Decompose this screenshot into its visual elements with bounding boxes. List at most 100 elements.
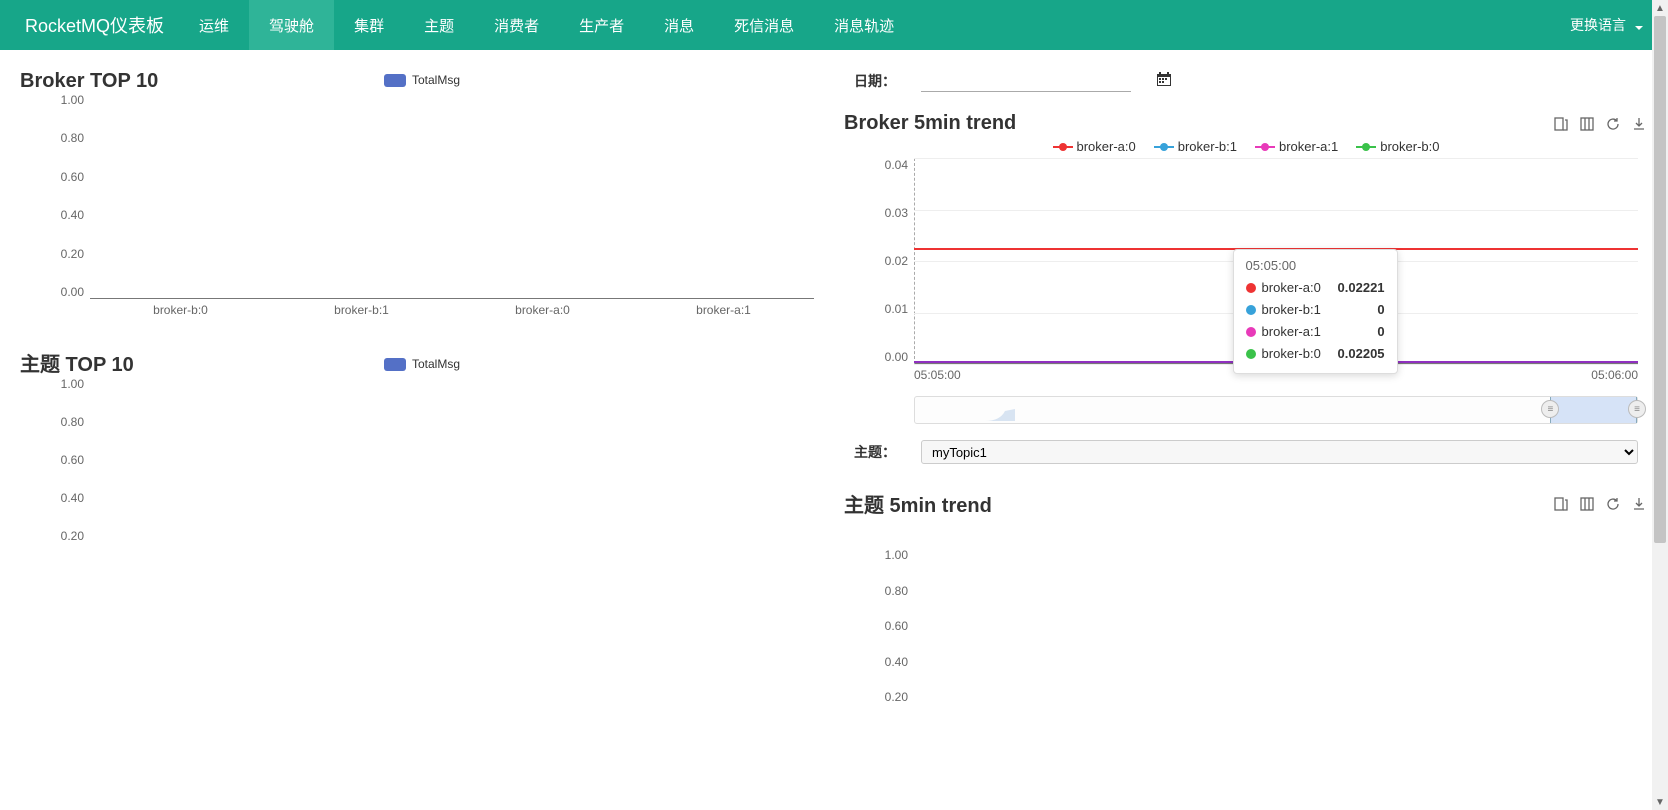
tick-label: 1.00 <box>20 377 84 391</box>
zoom-icon[interactable] <box>1552 115 1570 133</box>
broker-trend-legend: broker-a:0 broker-b:1 broker-a:1 broker-b:0 <box>844 139 1648 154</box>
refresh-icon[interactable] <box>1604 495 1622 513</box>
calendar-icon[interactable] <box>1156 71 1172 92</box>
nav-item-7[interactable]: 死信消息 <box>714 0 814 50</box>
scroll-up-arrow[interactable]: ▲ <box>1652 0 1668 16</box>
zoom-reset-icon[interactable] <box>1578 495 1596 513</box>
left-column: Broker TOP 10 TotalMsg 1.000.800.600.400… <box>20 70 824 753</box>
topic-top10-title-text: 主题 TOP 10 <box>20 348 134 377</box>
language-label: 更换语言 <box>1570 15 1626 35</box>
legend-swatch <box>384 74 406 87</box>
date-input[interactable] <box>921 70 1131 92</box>
tick-label: 0.40 <box>20 208 84 222</box>
y-axis-ticks: 0.040.030.020.010.00 <box>844 158 908 364</box>
topic-trend-title-text: 主题 5min trend <box>844 489 992 518</box>
tooltip-value: 0.02205 <box>1338 343 1385 365</box>
tick-label: 05:06:00 <box>1591 368 1638 388</box>
tooltip-dot <box>1246 305 1256 315</box>
tick-label: 0.20 <box>844 690 908 704</box>
topic-selector-row: 主题： myTopic1 <box>844 436 1648 464</box>
broker-trend-plot: 0.040.030.020.010.00 05:05:00broker-a:00… <box>844 158 1648 388</box>
tooltip-row: broker-a:10 <box>1246 321 1385 343</box>
legend-marker <box>1255 146 1275 148</box>
scroll-thumb[interactable] <box>1654 16 1666 543</box>
scroll-down-arrow[interactable]: ▼ <box>1652 794 1668 810</box>
y-axis-ticks: 1.000.800.600.400.20 <box>20 377 84 543</box>
legend-text: broker-b:1 <box>1178 139 1237 154</box>
tick-label: 0.80 <box>844 584 908 598</box>
download-icon[interactable] <box>1630 495 1648 513</box>
tick-label: 0.40 <box>844 655 908 669</box>
legend-marker <box>1154 146 1174 148</box>
tooltip-row: broker-a:00.02221 <box>1246 277 1385 299</box>
tooltip-dot <box>1246 349 1256 359</box>
tick-label: 0.60 <box>20 453 84 467</box>
topic-trend-chart: 主题 5min trend 1.00 0.80 0.60 0.40 0.20 <box>844 489 1648 728</box>
legend-text: broker-a:1 <box>1279 139 1338 154</box>
legend-label: TotalMsg <box>412 357 460 371</box>
zoom-reset-icon[interactable] <box>1578 115 1596 133</box>
tick-label: broker-a:0 <box>515 303 570 323</box>
tick-label: 0.80 <box>20 415 84 429</box>
plot-area <box>90 377 814 543</box>
download-icon[interactable] <box>1630 115 1648 133</box>
date-filter-row: 日期： <box>844 70 1648 92</box>
nav-item-0[interactable]: 运维 <box>179 0 249 50</box>
legend-swatch <box>384 358 406 371</box>
tick-label: 0.00 <box>844 350 908 364</box>
tooltip-value: 0 <box>1377 321 1384 343</box>
tooltip-dot <box>1246 283 1256 293</box>
plot-area <box>914 548 1638 704</box>
topic-top10-legend[interactable]: TotalMsg <box>20 357 824 371</box>
topic-top10-plot: 1.000.800.600.400.20 <box>20 377 824 567</box>
chart-title: Broker 5min trend <box>844 112 1648 135</box>
legend-marker <box>1053 146 1073 148</box>
nav-item-8[interactable]: 消息轨迹 <box>814 0 914 50</box>
tick-label: 0.60 <box>844 619 908 633</box>
legend-item[interactable]: broker-a:0 <box>1053 139 1136 154</box>
legend-text: broker-a:0 <box>1077 139 1136 154</box>
tooltip-time: 05:05:00 <box>1246 258 1385 273</box>
nav-item-4[interactable]: 消费者 <box>474 0 559 50</box>
chart-tooltip: 05:05:00 broker-a:00.02221broker-b:1 0brok… <box>1233 249 1398 374</box>
tick-label: 0.80 <box>20 131 84 145</box>
scrollbar[interactable]: ▲ ▼ <box>1652 0 1668 810</box>
right-column: 日期： Broker 5min trend broker-a:0 broker-b… <box>844 70 1648 753</box>
legend-item[interactable]: broker-b:1 <box>1154 139 1237 154</box>
tooltip-value: 0 <box>1377 299 1384 321</box>
tick-label: 1.00 <box>844 548 908 562</box>
topic-trend-plot: 1.00 0.80 0.60 0.40 0.20 <box>844 548 1648 728</box>
legend-item[interactable]: broker-a:1 <box>1255 139 1338 154</box>
nav-item-5[interactable]: 生产者 <box>559 0 644 50</box>
plot-area: 05:05:00 broker-a:00.02221broker-b:1 0brok… <box>914 158 1638 364</box>
topic-label: 主题： <box>854 442 896 462</box>
tick-label: 0.04 <box>844 158 908 172</box>
nav-item-2[interactable]: 集群 <box>334 0 404 50</box>
language-switcher[interactable]: 更换语言 <box>1555 15 1658 35</box>
topic-select[interactable]: myTopic1 <box>921 440 1638 464</box>
brand: RocketMQ仪表板 <box>10 12 179 38</box>
legend-item[interactable]: broker-b:0 <box>1356 139 1439 154</box>
navbar: RocketMQ仪表板 运维驾驶舱集群主题消费者生产者消息死信消息消息轨迹 更换… <box>0 0 1668 50</box>
chart-toolbox <box>1552 495 1648 513</box>
tick-label: broker-b:0 <box>153 303 208 323</box>
refresh-icon[interactable] <box>1604 115 1622 133</box>
chart-title: 主题 5min trend <box>844 489 1648 518</box>
zoom-icon[interactable] <box>1552 495 1570 513</box>
tooltip-row: broker-b:1 0 <box>1246 299 1385 321</box>
tick-label: broker-a:1 <box>696 303 751 323</box>
tick-label: broker-b:1 <box>334 303 389 323</box>
legend-label: TotalMsg <box>412 73 460 87</box>
tooltip-series-name: broker-b:1 <box>1262 299 1321 321</box>
zoom-slider[interactable]: ≡ ≡ <box>914 396 1638 424</box>
topic-top10-chart: 主题 TOP 10 TotalMsg 1.000.800.600.400.20 <box>20 348 824 567</box>
tooltip-value: 0.02221 <box>1338 277 1385 299</box>
date-label: 日期： <box>854 71 896 91</box>
nav-item-1[interactable]: 驾驶舱 <box>249 0 334 50</box>
tick-label: 0.01 <box>844 302 908 316</box>
tick-label: 0.20 <box>20 247 84 261</box>
nav-item-3[interactable]: 主题 <box>404 0 474 50</box>
zoom-handle-right[interactable]: ≡ <box>1628 400 1646 418</box>
nav-item-6[interactable]: 消息 <box>644 0 714 50</box>
tick-label: 0.03 <box>844 206 908 220</box>
